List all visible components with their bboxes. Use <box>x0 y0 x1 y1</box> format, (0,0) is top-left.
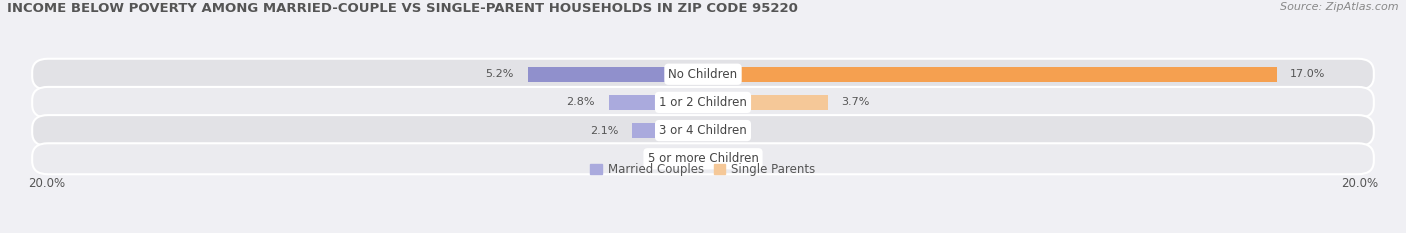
Text: 0.0%: 0.0% <box>658 154 686 164</box>
Legend: Married Couples, Single Parents: Married Couples, Single Parents <box>586 158 820 181</box>
Text: 20.0%: 20.0% <box>1341 177 1378 189</box>
Text: 2.8%: 2.8% <box>567 97 595 107</box>
Text: 1 or 2 Children: 1 or 2 Children <box>659 96 747 109</box>
Text: 0.0%: 0.0% <box>720 126 748 136</box>
Text: No Children: No Children <box>668 68 738 81</box>
Text: 0.0%: 0.0% <box>720 154 748 164</box>
Text: INCOME BELOW POVERTY AMONG MARRIED-COUPLE VS SINGLE-PARENT HOUSEHOLDS IN ZIP COD: INCOME BELOW POVERTY AMONG MARRIED-COUPL… <box>7 2 799 15</box>
Text: 20.0%: 20.0% <box>28 177 65 189</box>
FancyBboxPatch shape <box>32 143 1374 174</box>
Bar <box>703 95 828 110</box>
Text: Source: ZipAtlas.com: Source: ZipAtlas.com <box>1281 2 1399 12</box>
FancyBboxPatch shape <box>32 115 1374 146</box>
Text: 3 or 4 Children: 3 or 4 Children <box>659 124 747 137</box>
Text: 3.7%: 3.7% <box>841 97 870 107</box>
Text: 5 or more Children: 5 or more Children <box>648 152 758 165</box>
Bar <box>703 67 1277 82</box>
Bar <box>633 123 703 138</box>
Bar <box>527 67 703 82</box>
Bar <box>609 95 703 110</box>
FancyBboxPatch shape <box>32 59 1374 90</box>
Text: 17.0%: 17.0% <box>1291 69 1326 79</box>
Text: 2.1%: 2.1% <box>591 126 619 136</box>
FancyBboxPatch shape <box>32 87 1374 118</box>
Text: 5.2%: 5.2% <box>485 69 515 79</box>
